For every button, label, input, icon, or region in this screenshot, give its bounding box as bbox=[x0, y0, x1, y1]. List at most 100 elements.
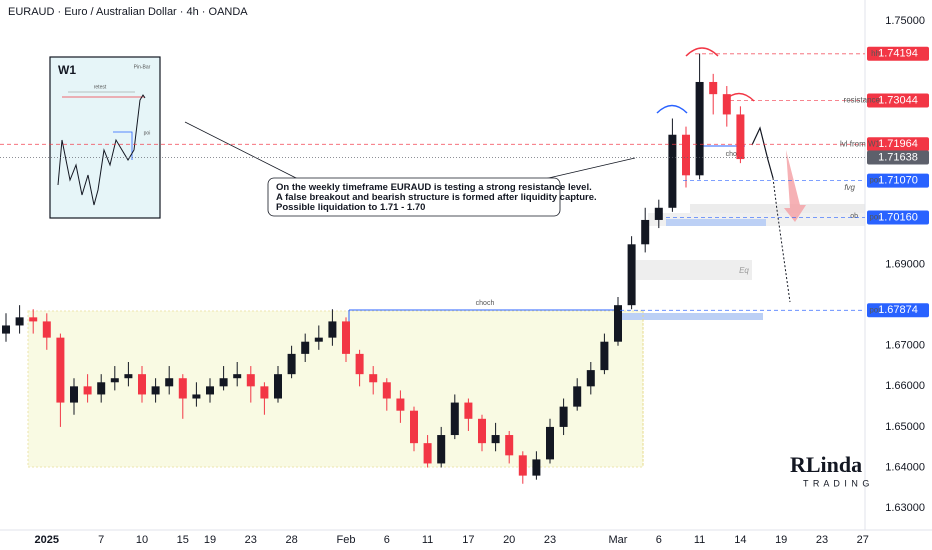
candle-body bbox=[396, 398, 405, 411]
candle-body bbox=[97, 382, 106, 395]
candle-body bbox=[70, 386, 78, 403]
candle-body bbox=[722, 94, 731, 115]
y-tick-label: 1.64000 bbox=[885, 461, 925, 473]
inset-title: W1 bbox=[58, 63, 76, 77]
poi-zone bbox=[620, 313, 763, 320]
candle-body bbox=[709, 81, 718, 95]
candle-body bbox=[464, 402, 473, 419]
candle-body bbox=[138, 374, 146, 395]
price-label-box bbox=[867, 210, 929, 225]
candle-body bbox=[260, 386, 269, 399]
x-tick-label: 14 bbox=[734, 534, 746, 546]
level-name: resistance bbox=[844, 96, 881, 105]
eq-zone bbox=[636, 260, 752, 280]
candle-body bbox=[627, 244, 636, 306]
inset-label: retest bbox=[94, 84, 107, 90]
x-tick-label: 11 bbox=[422, 534, 433, 546]
candle-body bbox=[219, 378, 228, 387]
x-tick-label: 15 bbox=[177, 534, 189, 546]
y-tick-label: 1.63000 bbox=[885, 502, 925, 514]
inset-price bbox=[57, 94, 146, 206]
candle-body bbox=[586, 370, 595, 387]
x-tick-label: 27 bbox=[857, 534, 869, 546]
price-label-box bbox=[867, 150, 929, 165]
down-arrow bbox=[784, 150, 806, 222]
price-label-box bbox=[867, 173, 929, 188]
level-name: poi bbox=[869, 176, 880, 185]
candle-body bbox=[2, 325, 10, 334]
price-label: 1.71070 bbox=[878, 174, 918, 186]
plot bbox=[2, 53, 745, 484]
arc bbox=[685, 47, 719, 57]
price-label-box bbox=[867, 93, 929, 108]
candle-body bbox=[233, 374, 242, 379]
x-tick-label: 19 bbox=[204, 534, 216, 546]
candle-body bbox=[206, 386, 214, 395]
candle-body bbox=[695, 81, 704, 176]
inset-label: poi bbox=[144, 130, 151, 136]
price-label-box bbox=[867, 46, 929, 61]
inset bbox=[49, 56, 161, 219]
annotation: Eq bbox=[739, 266, 749, 275]
candle-body bbox=[192, 394, 201, 399]
x-tick-label: 7 bbox=[98, 534, 104, 546]
level-name: lvl from W1 bbox=[840, 139, 881, 148]
candle-body bbox=[83, 386, 92, 395]
projection bbox=[772, 177, 791, 303]
x-tick-label: 23 bbox=[816, 534, 828, 546]
candle-body bbox=[314, 337, 323, 342]
price-label: 1.74194 bbox=[878, 48, 918, 60]
y-tick-label: 1.66000 bbox=[885, 380, 925, 392]
level-name: hh bbox=[871, 49, 880, 58]
candle-body bbox=[478, 418, 486, 444]
candle-body bbox=[342, 321, 350, 354]
annotation: ob bbox=[850, 213, 858, 220]
candle-body bbox=[437, 435, 446, 464]
y-tick-label: 1.69000 bbox=[885, 259, 925, 271]
ob-blue-zone bbox=[666, 219, 766, 226]
candle-body bbox=[42, 321, 51, 338]
candle-body bbox=[178, 378, 187, 399]
level-name: poi bbox=[869, 305, 880, 314]
candle-body bbox=[600, 341, 609, 371]
candle-body bbox=[151, 386, 160, 395]
candle-body bbox=[546, 426, 554, 460]
candle-body bbox=[246, 374, 255, 387]
price-label-box bbox=[867, 303, 929, 318]
callout-pointer bbox=[539, 157, 636, 181]
candle-body bbox=[124, 374, 133, 379]
price-label-box bbox=[867, 137, 929, 152]
note-line: On the weekly timeframe EURAUD is testin… bbox=[276, 182, 592, 193]
note-line: A false breakout and bearish structure i… bbox=[276, 192, 597, 203]
candle-body bbox=[355, 353, 364, 375]
candle-body bbox=[382, 382, 391, 399]
y-tick-label: 1.65000 bbox=[885, 421, 925, 433]
x-tick-label: 10 bbox=[136, 534, 148, 546]
note-line: Possible liquidation to 1.71 - 1.70 bbox=[276, 202, 425, 213]
price-label: 1.71964 bbox=[878, 138, 918, 150]
candle-body bbox=[274, 374, 282, 399]
candle-body bbox=[29, 317, 38, 322]
price-label: 1.67874 bbox=[878, 304, 918, 316]
candle-body bbox=[505, 435, 514, 456]
x-tick-label: 2025 bbox=[35, 534, 59, 546]
candle-body bbox=[654, 207, 663, 220]
candle-body bbox=[614, 305, 622, 342]
logo-sub: T R A D I N G bbox=[803, 478, 870, 488]
chart-title: EURAUD · Euro / Australian Dollar · 4h ·… bbox=[8, 6, 248, 18]
candle-body bbox=[56, 337, 65, 403]
candle-body bbox=[518, 455, 527, 476]
callout bbox=[267, 177, 561, 217]
logo: RLinda bbox=[790, 452, 862, 477]
x-tick-label: 23 bbox=[245, 534, 257, 546]
candle-body bbox=[110, 378, 119, 383]
x-tick-label: 20 bbox=[503, 534, 515, 546]
projection bbox=[751, 126, 774, 179]
arc bbox=[656, 104, 688, 114]
y-tick-label: 1.67000 bbox=[885, 340, 925, 352]
inset-level bbox=[113, 131, 133, 160]
candle-body bbox=[491, 435, 500, 444]
price-label: 1.70160 bbox=[878, 211, 918, 223]
candle-body bbox=[328, 321, 337, 338]
